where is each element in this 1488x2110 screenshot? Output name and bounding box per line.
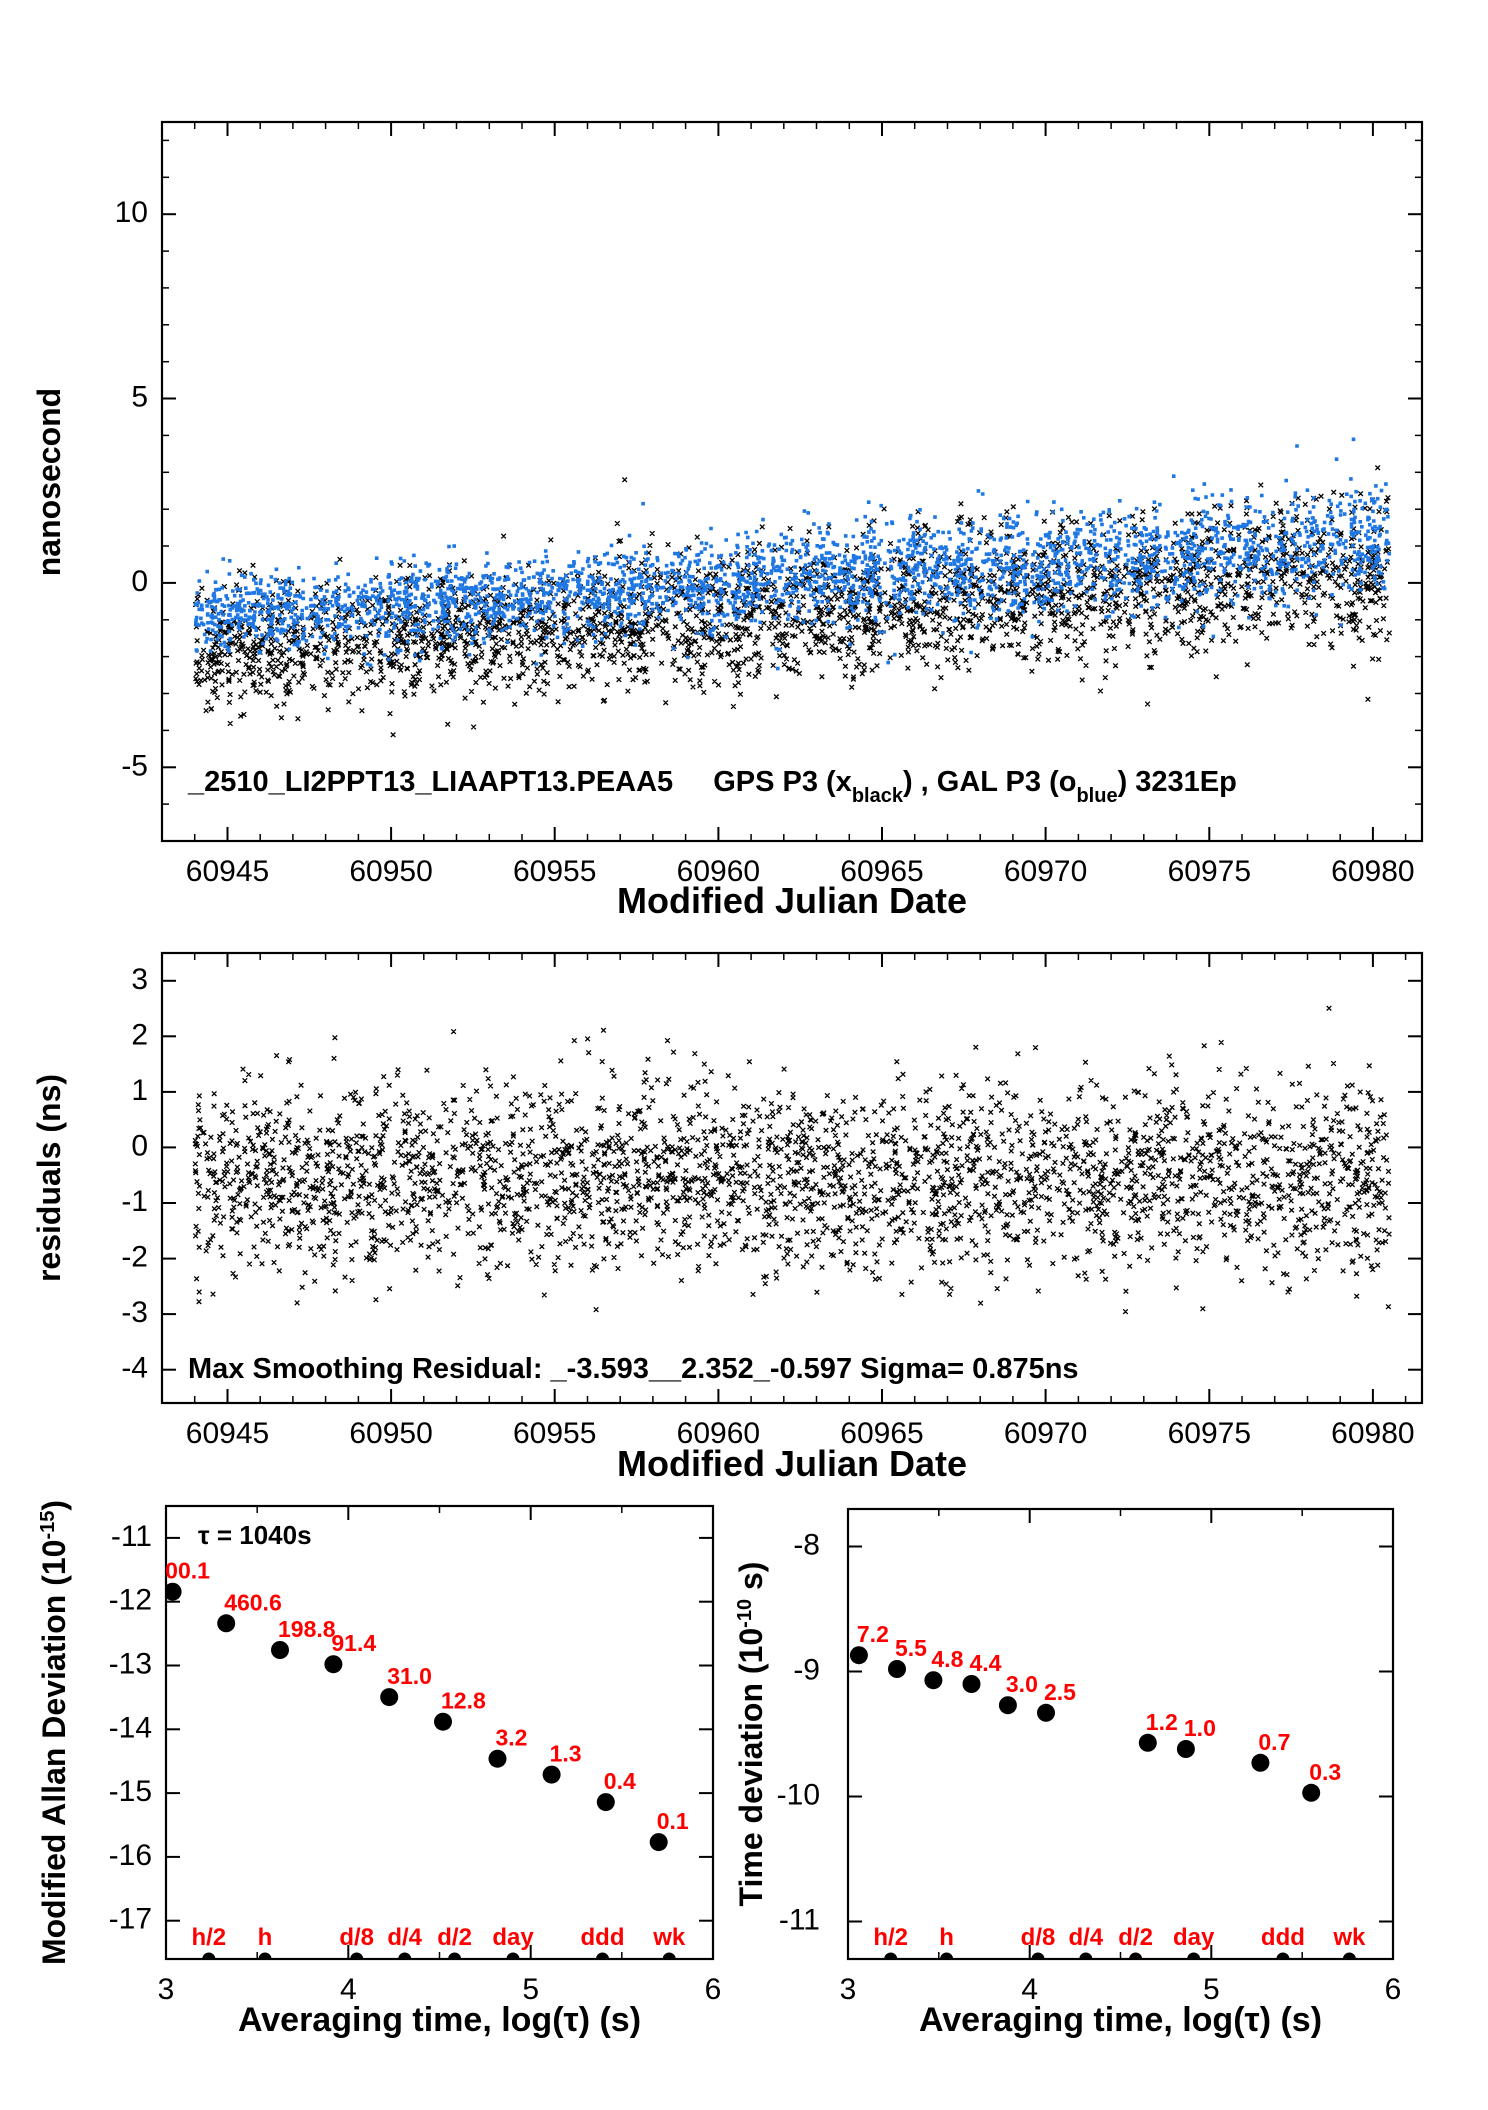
svg-text:ddd: ddd bbox=[1261, 1924, 1305, 1951]
svg-text:-4: -4 bbox=[121, 1352, 148, 1385]
svg-text:d/4: d/4 bbox=[387, 1924, 422, 1951]
svg-text:ddd: ddd bbox=[581, 1924, 625, 1951]
svg-text:d/4: d/4 bbox=[1068, 1924, 1103, 1951]
svg-text:-3: -3 bbox=[121, 1296, 148, 1329]
svg-text:Modified Allan Deviation (10-1: Modified Allan Deviation (10-15) bbox=[36, 1500, 72, 1965]
svg-text:-5: -5 bbox=[121, 749, 148, 782]
svg-text:91.4: 91.4 bbox=[331, 1630, 376, 1656]
svg-text:198.8: 198.8 bbox=[278, 1616, 336, 1642]
svg-text:h/2: h/2 bbox=[191, 1924, 226, 1951]
svg-text:3: 3 bbox=[158, 1973, 175, 2006]
svg-text:1.3: 1.3 bbox=[550, 1741, 582, 1767]
svg-text:4.8: 4.8 bbox=[931, 1646, 963, 1672]
svg-text:Modified Julian Date: Modified Julian Date bbox=[617, 1443, 967, 1484]
svg-text:-9: -9 bbox=[793, 1654, 820, 1687]
svg-text:d/8: d/8 bbox=[1021, 1924, 1056, 1951]
svg-text:-8: -8 bbox=[793, 1529, 820, 1562]
svg-text:60955: 60955 bbox=[513, 855, 596, 888]
svg-text:-12: -12 bbox=[109, 1584, 152, 1617]
svg-text:3: 3 bbox=[131, 963, 148, 996]
svg-text:60945: 60945 bbox=[186, 1417, 269, 1450]
svg-text:wk: wk bbox=[652, 1924, 686, 1951]
svg-text:2: 2 bbox=[131, 1018, 148, 1051]
svg-text:1: 1 bbox=[131, 1074, 148, 1107]
svg-text:4.4: 4.4 bbox=[970, 1650, 1002, 1676]
svg-text:Averaging time, log(τ) (s): Averaging time, log(τ) (s) bbox=[919, 2001, 1322, 2039]
svg-text:-11: -11 bbox=[779, 1904, 820, 1937]
svg-text:2.5: 2.5 bbox=[1044, 1679, 1076, 1705]
svg-text:0.1: 0.1 bbox=[657, 1808, 689, 1834]
svg-text:d/2: d/2 bbox=[437, 1924, 472, 1951]
svg-text:10: 10 bbox=[115, 196, 148, 229]
svg-text:Modified Julian Date: Modified Julian Date bbox=[617, 880, 967, 921]
svg-text:-10: -10 bbox=[777, 1779, 820, 1812]
svg-text:60975: 60975 bbox=[1168, 1417, 1251, 1450]
svg-text:Max Smoothing Residual: _-3.59: Max Smoothing Residual: _-3.593__2.352_-… bbox=[188, 1353, 1079, 1385]
svg-text:12.8: 12.8 bbox=[441, 1688, 486, 1714]
svg-text:-17: -17 bbox=[109, 1903, 152, 1936]
svg-text:-14: -14 bbox=[109, 1711, 152, 1744]
svg-text:0: 0 bbox=[131, 1129, 148, 1162]
svg-text:wk: wk bbox=[1332, 1924, 1366, 1951]
svg-text:3.2: 3.2 bbox=[496, 1725, 528, 1751]
svg-text:h: h bbox=[939, 1924, 954, 1951]
svg-text:d/8: d/8 bbox=[339, 1924, 374, 1951]
svg-text:3.0: 3.0 bbox=[1006, 1671, 1038, 1697]
svg-text:-13: -13 bbox=[109, 1648, 152, 1681]
svg-text:0.4: 0.4 bbox=[604, 1768, 636, 1794]
svg-text:60970: 60970 bbox=[1004, 1417, 1087, 1450]
svg-text:h: h bbox=[258, 1924, 273, 1951]
svg-text:60950: 60950 bbox=[349, 1417, 432, 1450]
svg-text:3: 3 bbox=[840, 1973, 857, 2006]
svg-text:60980: 60980 bbox=[1331, 855, 1414, 888]
svg-text:60945: 60945 bbox=[186, 855, 269, 888]
svg-text:τ = 1040s: τ = 1040s bbox=[198, 1520, 312, 1550]
svg-text:-15: -15 bbox=[109, 1775, 152, 1808]
svg-text:-16: -16 bbox=[109, 1839, 152, 1872]
svg-text:1.0: 1.0 bbox=[1184, 1715, 1216, 1741]
svg-text:460.6: 460.6 bbox=[224, 1589, 282, 1615]
svg-text:0.7: 0.7 bbox=[1258, 1729, 1290, 1755]
svg-text:5: 5 bbox=[131, 381, 148, 414]
svg-text:0: 0 bbox=[131, 565, 148, 598]
svg-text:60970: 60970 bbox=[1004, 855, 1087, 888]
svg-text:6: 6 bbox=[1385, 1973, 1402, 2006]
svg-text:residuals (ns): residuals (ns) bbox=[31, 1074, 67, 1282]
svg-text:1.2: 1.2 bbox=[1146, 1709, 1178, 1735]
svg-text:day: day bbox=[1173, 1924, 1215, 1951]
svg-text:-2: -2 bbox=[121, 1241, 148, 1274]
svg-text:day: day bbox=[492, 1924, 534, 1951]
svg-text:6: 6 bbox=[705, 1973, 722, 2006]
svg-text:60950: 60950 bbox=[349, 855, 432, 888]
svg-text:7.2: 7.2 bbox=[857, 1621, 889, 1647]
svg-text:60975: 60975 bbox=[1168, 855, 1251, 888]
svg-text:60980: 60980 bbox=[1331, 1417, 1414, 1450]
svg-text:5.5: 5.5 bbox=[895, 1635, 927, 1661]
svg-text:31.0: 31.0 bbox=[387, 1663, 432, 1689]
svg-text:nanosecond: nanosecond bbox=[31, 388, 67, 576]
svg-text:Averaging time, log(τ) (s): Averaging time, log(τ) (s) bbox=[238, 2001, 641, 2039]
svg-text:0.3: 0.3 bbox=[1309, 1759, 1341, 1785]
svg-text:60955: 60955 bbox=[513, 1417, 596, 1450]
svg-text:-11: -11 bbox=[111, 1520, 152, 1553]
svg-text:-1: -1 bbox=[121, 1185, 148, 1218]
svg-text:d/2: d/2 bbox=[1118, 1924, 1153, 1951]
svg-text:h/2: h/2 bbox=[873, 1924, 908, 1951]
